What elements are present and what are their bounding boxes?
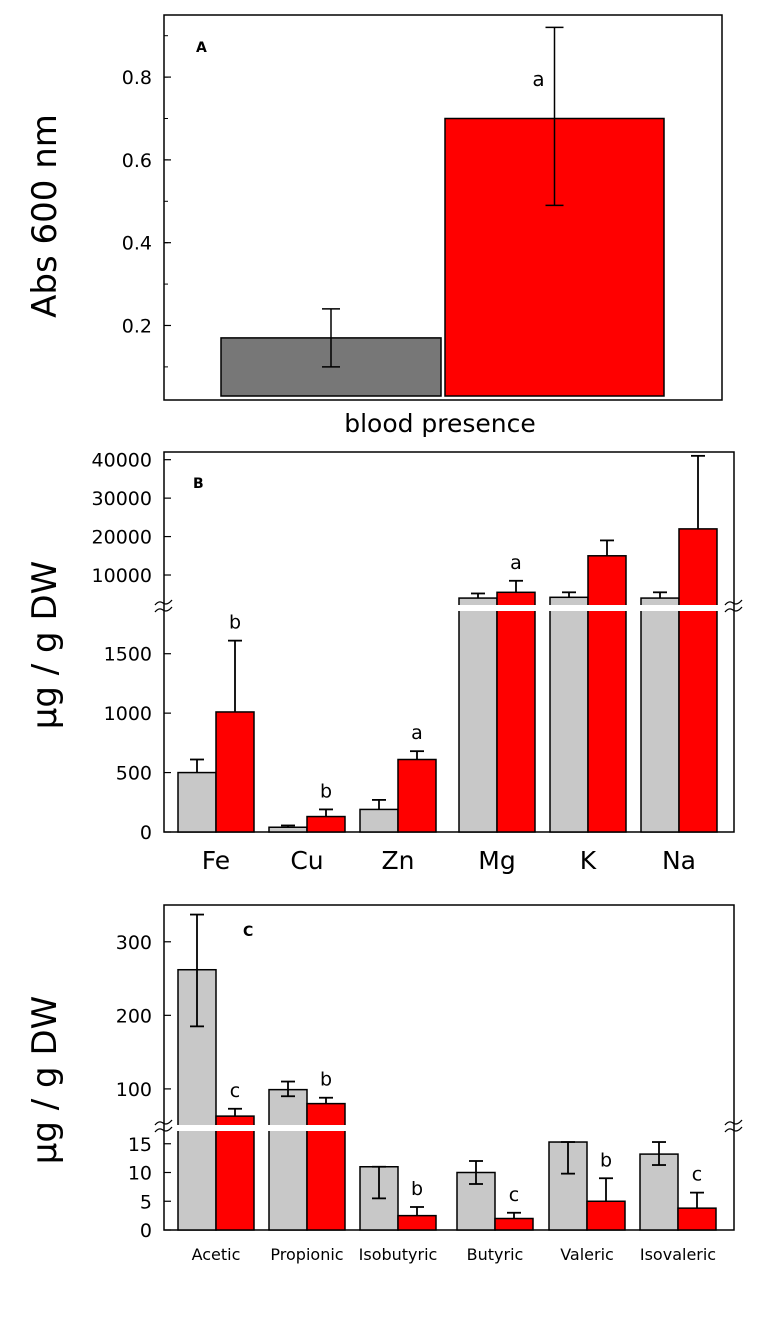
panel-b-bar — [306, 815, 346, 833]
panel-b-bar — [397, 758, 437, 833]
panel-c-frame — [163, 904, 735, 1231]
panel-a-frame — [163, 14, 723, 401]
panel-a-letter: A — [196, 40, 207, 56]
panel-b-bar — [359, 808, 399, 833]
panel-b-bar — [268, 826, 308, 833]
panel-b-bar — [458, 597, 498, 833]
panel-c-x-tick-label: Acetic — [192, 1245, 241, 1264]
panel-b-y-axis-label: µg / g DW — [25, 561, 65, 729]
panel-c-y-tick-label: 15 — [128, 1134, 152, 1156]
panel-b-axis-break-mark — [724, 599, 743, 606]
panel-b-significance-letter: b — [229, 612, 241, 634]
panel-c-chart: C µg / g DW 0 5 10 15 100 200 300 Acetic Propion… — [25, 904, 743, 1264]
panel-c-bar — [639, 1153, 679, 1231]
panel-b-significance-letter: a — [510, 552, 522, 574]
panel-c-bar — [494, 1217, 534, 1231]
panel-b-y-tick-label: 10000 — [92, 565, 152, 587]
panel-a-y-axis-label: Abs 600 nm — [25, 114, 65, 318]
panel-b-letter: B — [193, 476, 204, 492]
panel-c-y-axis-label: µg / g DW — [25, 996, 65, 1164]
panel-b-axis-break-mark — [154, 599, 173, 606]
panel-c-y-tick-label: 10 — [128, 1163, 152, 1185]
panel-b-bar — [587, 555, 627, 833]
panel-b-y-tick-label: 20000 — [92, 527, 152, 549]
panel-a-y-tick-label: 0.4 — [122, 233, 152, 255]
panel-b-bar — [549, 596, 589, 833]
panel-b-x-tick-label: Fe — [202, 846, 230, 875]
panel-c-y-tick-label: 200 — [116, 1005, 152, 1027]
panel-c-bar — [677, 1207, 717, 1231]
panel-a-x-axis-label: blood presence — [344, 409, 536, 438]
panel-c-axis-break-mark — [724, 1126, 743, 1133]
panel-c-axis-break-mark — [154, 1119, 173, 1126]
panel-b-chart: B µg / g DW 0 500 1000 1500 10000 20000 30000 4… — [25, 450, 743, 875]
panel-c-bar — [268, 1088, 308, 1231]
panel-b-x-tick-label: Cu — [290, 846, 323, 875]
panel-b-y-tick-label: 30000 — [92, 488, 152, 510]
panel-b-y-tick-label: 500 — [116, 763, 152, 785]
panel-c-y-tick-label: 100 — [116, 1079, 152, 1101]
panel-a-y-tick-label: 0.6 — [122, 150, 152, 172]
panel-c-bar — [215, 1115, 255, 1231]
panel-b-bar — [678, 528, 718, 833]
panel-b-y-tick-label: 1000 — [104, 703, 152, 725]
panel-c-significance-letter: c — [509, 1184, 519, 1206]
panel-b-bar — [215, 711, 255, 833]
panel-a-significance-letter: a — [532, 67, 544, 91]
panel-c-bar — [306, 1102, 346, 1231]
panel-c-significance-letter: b — [600, 1149, 612, 1171]
panel-c-x-tick-label: Isovaleric — [640, 1245, 716, 1264]
panel-c-x-tick-label: Isobutyric — [359, 1245, 438, 1264]
panel-a-y-tick-label: 0.2 — [122, 315, 152, 337]
panel-b-axis-break-mark — [724, 606, 743, 613]
panel-c-axis-break-mark — [154, 1126, 173, 1133]
panel-b-axis-break-band — [166, 605, 732, 611]
panel-b-y-tick-label: 40000 — [92, 450, 152, 472]
panel-b-bar — [496, 591, 536, 833]
panel-b-significance-letter: a — [411, 722, 423, 744]
panel-c-y-tick-label: 300 — [116, 932, 152, 954]
panel-c-bar — [586, 1200, 626, 1231]
panel-a-chart: A Abs 600 nm blood presence 0.2 0.4 0.6 0.8… — [25, 14, 723, 438]
panel-b-x-tick-label: Na — [662, 846, 696, 875]
panel-b-bar — [177, 771, 217, 833]
panel-b-frame — [163, 451, 735, 833]
panel-c-significance-letter: c — [692, 1164, 702, 1186]
panel-b-y-tick-label: 1500 — [104, 644, 152, 666]
panel-b-x-tick-label: Mg — [478, 846, 515, 875]
panel-b-axis-break-mark — [154, 606, 173, 613]
panel-c-x-tick-label: Propionic — [270, 1245, 343, 1264]
panel-c-bar — [397, 1214, 437, 1231]
panel-c-y-tick-label: 5 — [140, 1191, 152, 1213]
panel-c-axis-break-mark — [724, 1119, 743, 1126]
panel-c-significance-letter: c — [230, 1080, 240, 1102]
panel-c-y-tick-label: 0 — [140, 1220, 152, 1242]
panel-c-x-tick-label: Valeric — [560, 1245, 614, 1264]
panel-b-x-tick-label: Zn — [382, 846, 415, 875]
panel-b-significance-letter: b — [320, 780, 332, 802]
panel-b-bar — [640, 597, 680, 833]
panel-b-x-tick-label: K — [580, 846, 597, 875]
panel-c-x-tick-label: Butyric — [467, 1245, 524, 1264]
panel-c-axis-break-band — [166, 1125, 732, 1131]
panel-c-letter: C — [243, 924, 253, 940]
panel-c-significance-letter: b — [411, 1178, 423, 1200]
panel-c-significance-letter: b — [320, 1069, 332, 1091]
panel-a-y-tick-label: 0.8 — [122, 67, 152, 89]
panel-b-y-tick-label: 0 — [140, 822, 152, 844]
